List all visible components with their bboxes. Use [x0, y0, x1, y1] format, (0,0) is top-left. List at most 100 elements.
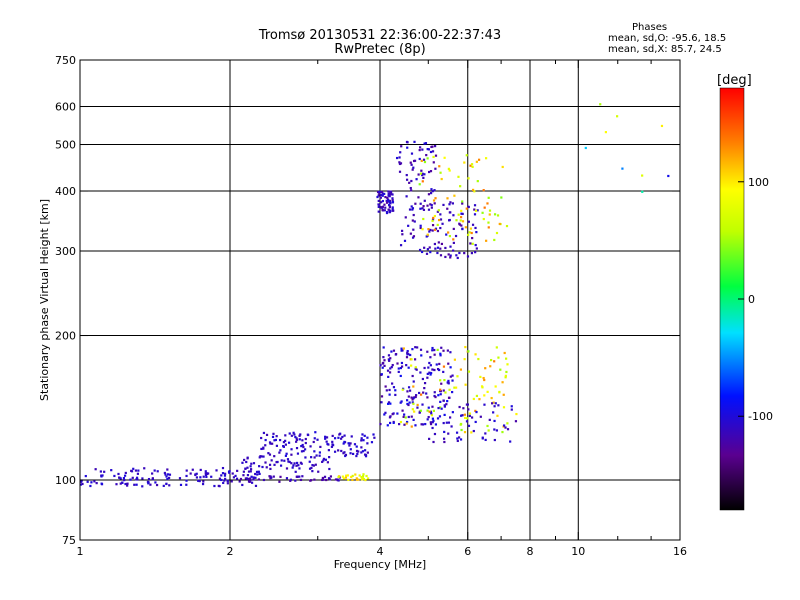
- data-point: [471, 188, 475, 192]
- data-point: [414, 202, 417, 205]
- data-point: [439, 247, 442, 250]
- data-point: [377, 199, 380, 203]
- data-point: [122, 476, 126, 480]
- data-point: [409, 186, 412, 190]
- data-point: [249, 465, 252, 468]
- data-point: [126, 482, 129, 485]
- data-point: [436, 348, 439, 352]
- data-point: [390, 350, 393, 353]
- data-point: [254, 484, 258, 487]
- data-point: [445, 403, 448, 406]
- data-point: [242, 470, 245, 473]
- data-point: [410, 189, 413, 192]
- data-point: [416, 406, 419, 409]
- data-point: [451, 411, 454, 414]
- data-point: [347, 478, 350, 481]
- data-point: [257, 470, 260, 473]
- data-point: [377, 194, 380, 197]
- data-point: [432, 216, 435, 220]
- data-point: [463, 252, 466, 255]
- data-point: [298, 475, 301, 478]
- data-point: [432, 440, 435, 444]
- data-point: [464, 226, 467, 229]
- data-point: [302, 445, 305, 449]
- data-point: [443, 413, 446, 417]
- data-point: [349, 452, 352, 455]
- data-point: [119, 477, 122, 480]
- data-point: [482, 376, 485, 380]
- data-point: [290, 434, 293, 437]
- data-point: [388, 199, 392, 203]
- data-point: [255, 470, 259, 474]
- data-point: [452, 249, 455, 252]
- data-point: [430, 203, 433, 207]
- data-point: [360, 446, 363, 449]
- data-point: [436, 210, 439, 213]
- data-point: [481, 211, 484, 214]
- data-point: [308, 467, 312, 470]
- data-point: [304, 456, 307, 459]
- data-point: [391, 193, 394, 196]
- data-point: [433, 348, 436, 352]
- data-point: [467, 233, 470, 236]
- data-point: [417, 173, 420, 176]
- data-point: [422, 205, 425, 208]
- data-point: [460, 224, 463, 227]
- data-point: [309, 445, 312, 448]
- data-point: [400, 361, 404, 365]
- data-point: [421, 207, 424, 210]
- data-point: [433, 214, 436, 218]
- data-point: [382, 361, 385, 365]
- data-point: [452, 238, 455, 241]
- data-point: [301, 443, 304, 447]
- data-point: [261, 465, 264, 469]
- data-point: [405, 420, 409, 424]
- x-tick-label: 1: [77, 545, 84, 558]
- data-point: [294, 435, 297, 439]
- data-point: [248, 477, 251, 481]
- data-point: [403, 413, 406, 416]
- data-point: [483, 394, 486, 397]
- data-point: [260, 447, 263, 451]
- data-point: [405, 356, 409, 359]
- data-point: [324, 437, 327, 440]
- data-point: [495, 429, 499, 432]
- data-point: [381, 205, 384, 208]
- data-point: [464, 416, 467, 419]
- data-point: [403, 423, 406, 426]
- data-point: [262, 447, 265, 450]
- data-point: [384, 411, 387, 414]
- data-point: [493, 438, 496, 442]
- data-point: [461, 227, 464, 231]
- data-point: [442, 421, 445, 425]
- data-point: [493, 428, 496, 431]
- data-point: [439, 354, 442, 357]
- data-point: [388, 201, 392, 204]
- data-point: [287, 460, 290, 463]
- data-point: [447, 231, 450, 234]
- data-point: [275, 444, 279, 447]
- data-point: [486, 202, 489, 205]
- data-point: [421, 180, 424, 183]
- data-point: [505, 357, 508, 360]
- data-point: [434, 167, 437, 170]
- data-point: [463, 358, 466, 361]
- data-point: [420, 250, 424, 254]
- data-point: [394, 393, 397, 397]
- data-point: [421, 148, 424, 151]
- data-point: [101, 474, 104, 477]
- data-point: [497, 356, 500, 359]
- data-point: [418, 411, 421, 414]
- data-point: [440, 382, 443, 385]
- data-point: [451, 374, 454, 377]
- data-point: [95, 482, 98, 485]
- data-point: [443, 404, 446, 407]
- data-point: [99, 470, 102, 473]
- data-point: [433, 228, 437, 231]
- data-point: [414, 424, 417, 427]
- data-point: [442, 389, 445, 392]
- data-point: [361, 433, 364, 436]
- data-point: [357, 450, 360, 453]
- colorbar-unit: [deg]: [717, 73, 752, 88]
- data-point: [426, 148, 429, 151]
